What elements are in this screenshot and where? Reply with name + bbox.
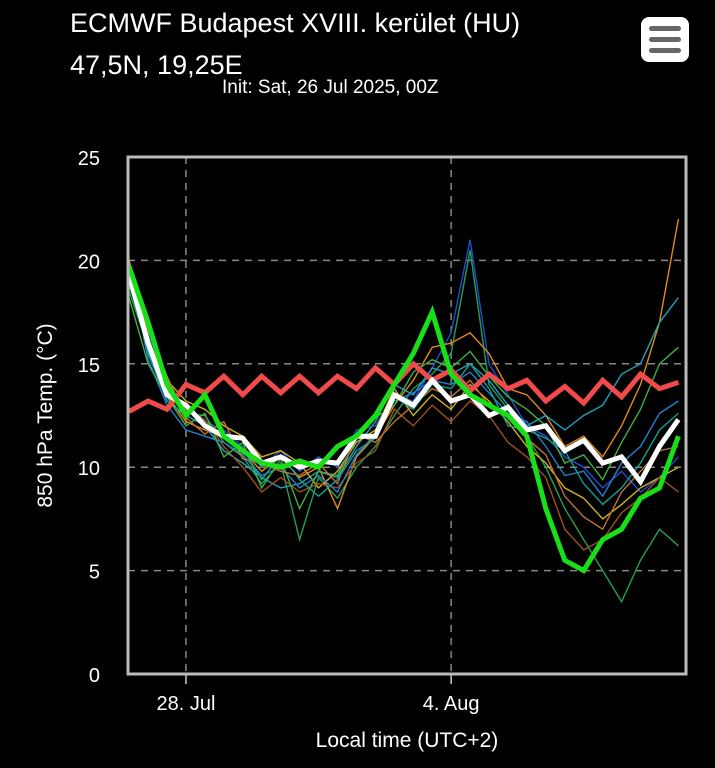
x-axis-label: Local time (UTC+2)	[316, 729, 499, 752]
coordinates: 47,5N, 19,25E	[70, 50, 243, 80]
y-tick-label: 10	[78, 458, 100, 480]
x-tick-label: 4. Aug	[423, 693, 480, 715]
y-tick-label: 25	[78, 148, 100, 170]
x-tick-label: 28. Jul	[156, 693, 215, 715]
ensemble-member-line	[128, 264, 679, 498]
chart-title: ECMWF Budapest XVIII. kerület (HU)	[70, 8, 521, 38]
y-tick-label: 0	[89, 665, 100, 687]
ensemble-member-line	[128, 297, 679, 511]
y-axis-label: 850 hPa Temp. (°C)	[34, 323, 57, 507]
series-climate	[127, 360, 680, 414]
init-time: Init: Sat, 26 Jul 2025, 00Z	[222, 77, 439, 98]
series-ensemble-mean	[126, 274, 681, 487]
series-control	[126, 265, 681, 574]
plot-frame	[126, 155, 688, 676]
y-tick-label: 20	[78, 251, 100, 273]
y-tick-label: 15	[78, 355, 100, 377]
y-tick-label: 5	[89, 562, 100, 584]
hamburger-menu-icon[interactable]	[641, 17, 689, 62]
